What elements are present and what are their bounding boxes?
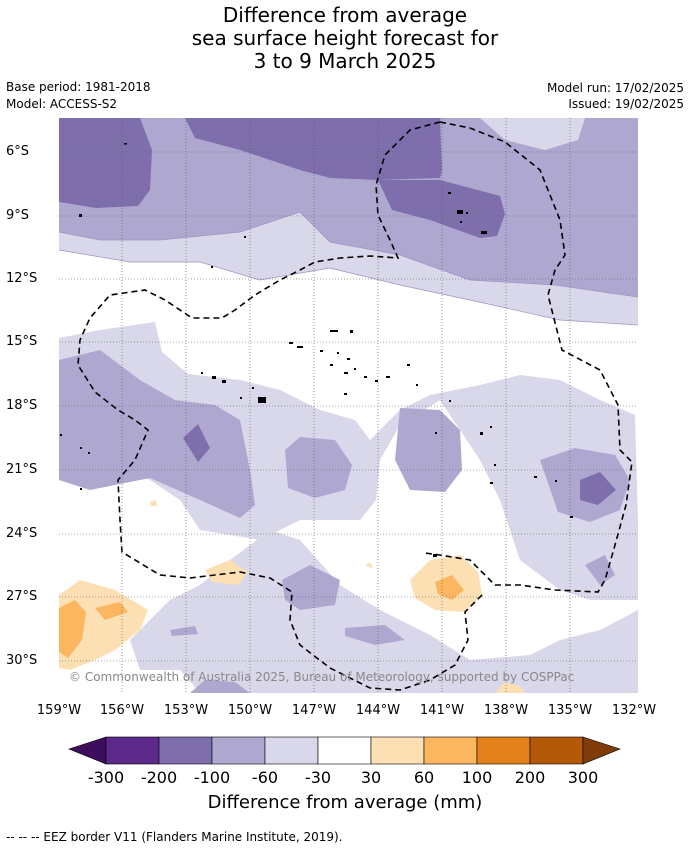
lon-label: 132°W bbox=[611, 703, 657, 718]
colorbar bbox=[68, 736, 621, 765]
contour-orange-patch-3 bbox=[495, 682, 525, 693]
colorbar-tick: 60 bbox=[413, 768, 435, 787]
contour-se-mid bbox=[585, 555, 615, 585]
contour-east-dark bbox=[580, 472, 616, 505]
model-text: Model: ACCESS-S2 bbox=[6, 97, 118, 111]
contour-north-mid bbox=[59, 118, 638, 297]
lon-label: 147°W bbox=[291, 703, 337, 718]
lat-label: 12°S bbox=[6, 271, 38, 286]
eez-footnote: -- -- -- EEZ border V11 (Flanders Marine… bbox=[6, 830, 343, 844]
lon-label: 135°W bbox=[547, 703, 593, 718]
lon-label: 159°W bbox=[36, 703, 82, 718]
contour-south-mid-1 bbox=[282, 565, 340, 610]
colorbar-segment bbox=[211, 736, 266, 765]
lat-label: 27°S bbox=[6, 589, 38, 604]
colorbar-label: Difference from average (mm) bbox=[207, 792, 483, 813]
contour-west-dark bbox=[183, 424, 210, 462]
contour-sw-mid bbox=[190, 680, 250, 693]
lon-label: 141°W bbox=[419, 703, 465, 718]
colorbar-segment bbox=[529, 736, 584, 765]
contour-orange-patch-2-mid bbox=[435, 575, 464, 600]
lat-label: 18°S bbox=[6, 398, 38, 413]
colorbar-tick: 200 bbox=[514, 768, 546, 787]
contour-sw-orange-light bbox=[59, 580, 148, 670]
contour-sw-orange-mid-2 bbox=[95, 602, 128, 620]
contour-west-mid bbox=[59, 350, 255, 518]
colorbar-tick: -100 bbox=[193, 768, 231, 787]
chart-title: Difference from average sea surface heig… bbox=[0, 4, 690, 73]
colorbar-tick: -30 bbox=[304, 768, 332, 787]
lat-label: 15°S bbox=[6, 334, 38, 349]
colorbar-segment bbox=[105, 736, 160, 765]
colorbar-tick: -300 bbox=[87, 768, 125, 787]
contour-nw-dark bbox=[59, 118, 152, 208]
colorbar-segment bbox=[317, 736, 372, 765]
model-run-text: Model run: 17/02/2025 bbox=[546, 81, 684, 95]
colorbar-segment-min bbox=[68, 736, 107, 765]
contour-ne-light-patch bbox=[480, 118, 585, 150]
colorbar-segment bbox=[423, 736, 478, 765]
lat-label: 9°S bbox=[6, 208, 30, 223]
issued-text: Issued: 19/02/2025 bbox=[568, 97, 684, 111]
contour-south-mid-3 bbox=[170, 626, 198, 636]
contour-orange-patch-5 bbox=[365, 562, 373, 568]
contour-central-mid bbox=[285, 437, 352, 498]
title-line-1: Difference from average bbox=[222, 3, 468, 27]
lat-label: 24°S bbox=[6, 526, 38, 541]
islands bbox=[60, 143, 573, 557]
lon-label: 156°W bbox=[99, 703, 145, 718]
contour-south-mid-2 bbox=[345, 625, 405, 645]
colorbar-tick: 300 bbox=[567, 768, 599, 787]
copyright-text: © Commonwealth of Australia 2025, Bureau… bbox=[69, 670, 574, 684]
lon-label: 153°W bbox=[163, 703, 209, 718]
lon-label: 150°W bbox=[227, 703, 273, 718]
eez-border bbox=[77, 121, 633, 691]
colorbar-segment-max bbox=[582, 736, 621, 765]
contour-ne-dark bbox=[378, 180, 505, 238]
colorbar-segment bbox=[476, 736, 531, 765]
contour-east-mid-1 bbox=[395, 408, 462, 492]
contour-orange-patch-4 bbox=[150, 500, 157, 506]
colorbar-segment bbox=[370, 736, 425, 765]
lat-label: 21°S bbox=[6, 462, 38, 477]
graticule bbox=[59, 118, 638, 693]
contour-outlines bbox=[59, 211, 638, 326]
colorbar-tick: -200 bbox=[140, 768, 178, 787]
title-line-3: 3 to 9 March 2025 bbox=[253, 49, 437, 73]
contour-south-light bbox=[130, 530, 638, 693]
colorbar-tick: 100 bbox=[461, 768, 493, 787]
contour-sw-orange-mid-1 bbox=[59, 600, 86, 658]
contour-orange-patch-1 bbox=[205, 560, 248, 585]
map-fill-layer: © Commonwealth of Australia 2025, Bureau… bbox=[59, 118, 638, 693]
lon-label: 144°W bbox=[355, 703, 401, 718]
colorbar-segment bbox=[158, 736, 213, 765]
lon-label: 138°W bbox=[483, 703, 529, 718]
colorbar-tick: 30 bbox=[360, 768, 382, 787]
colorbar-tick: -60 bbox=[251, 768, 279, 787]
lat-label: 6°S bbox=[6, 144, 30, 159]
lat-label: 30°S bbox=[6, 653, 38, 668]
base-period-text: Base period: 1981-2018 bbox=[6, 80, 151, 94]
colorbar-segment bbox=[264, 736, 319, 765]
title-line-2: sea surface height forecast for bbox=[191, 26, 499, 50]
